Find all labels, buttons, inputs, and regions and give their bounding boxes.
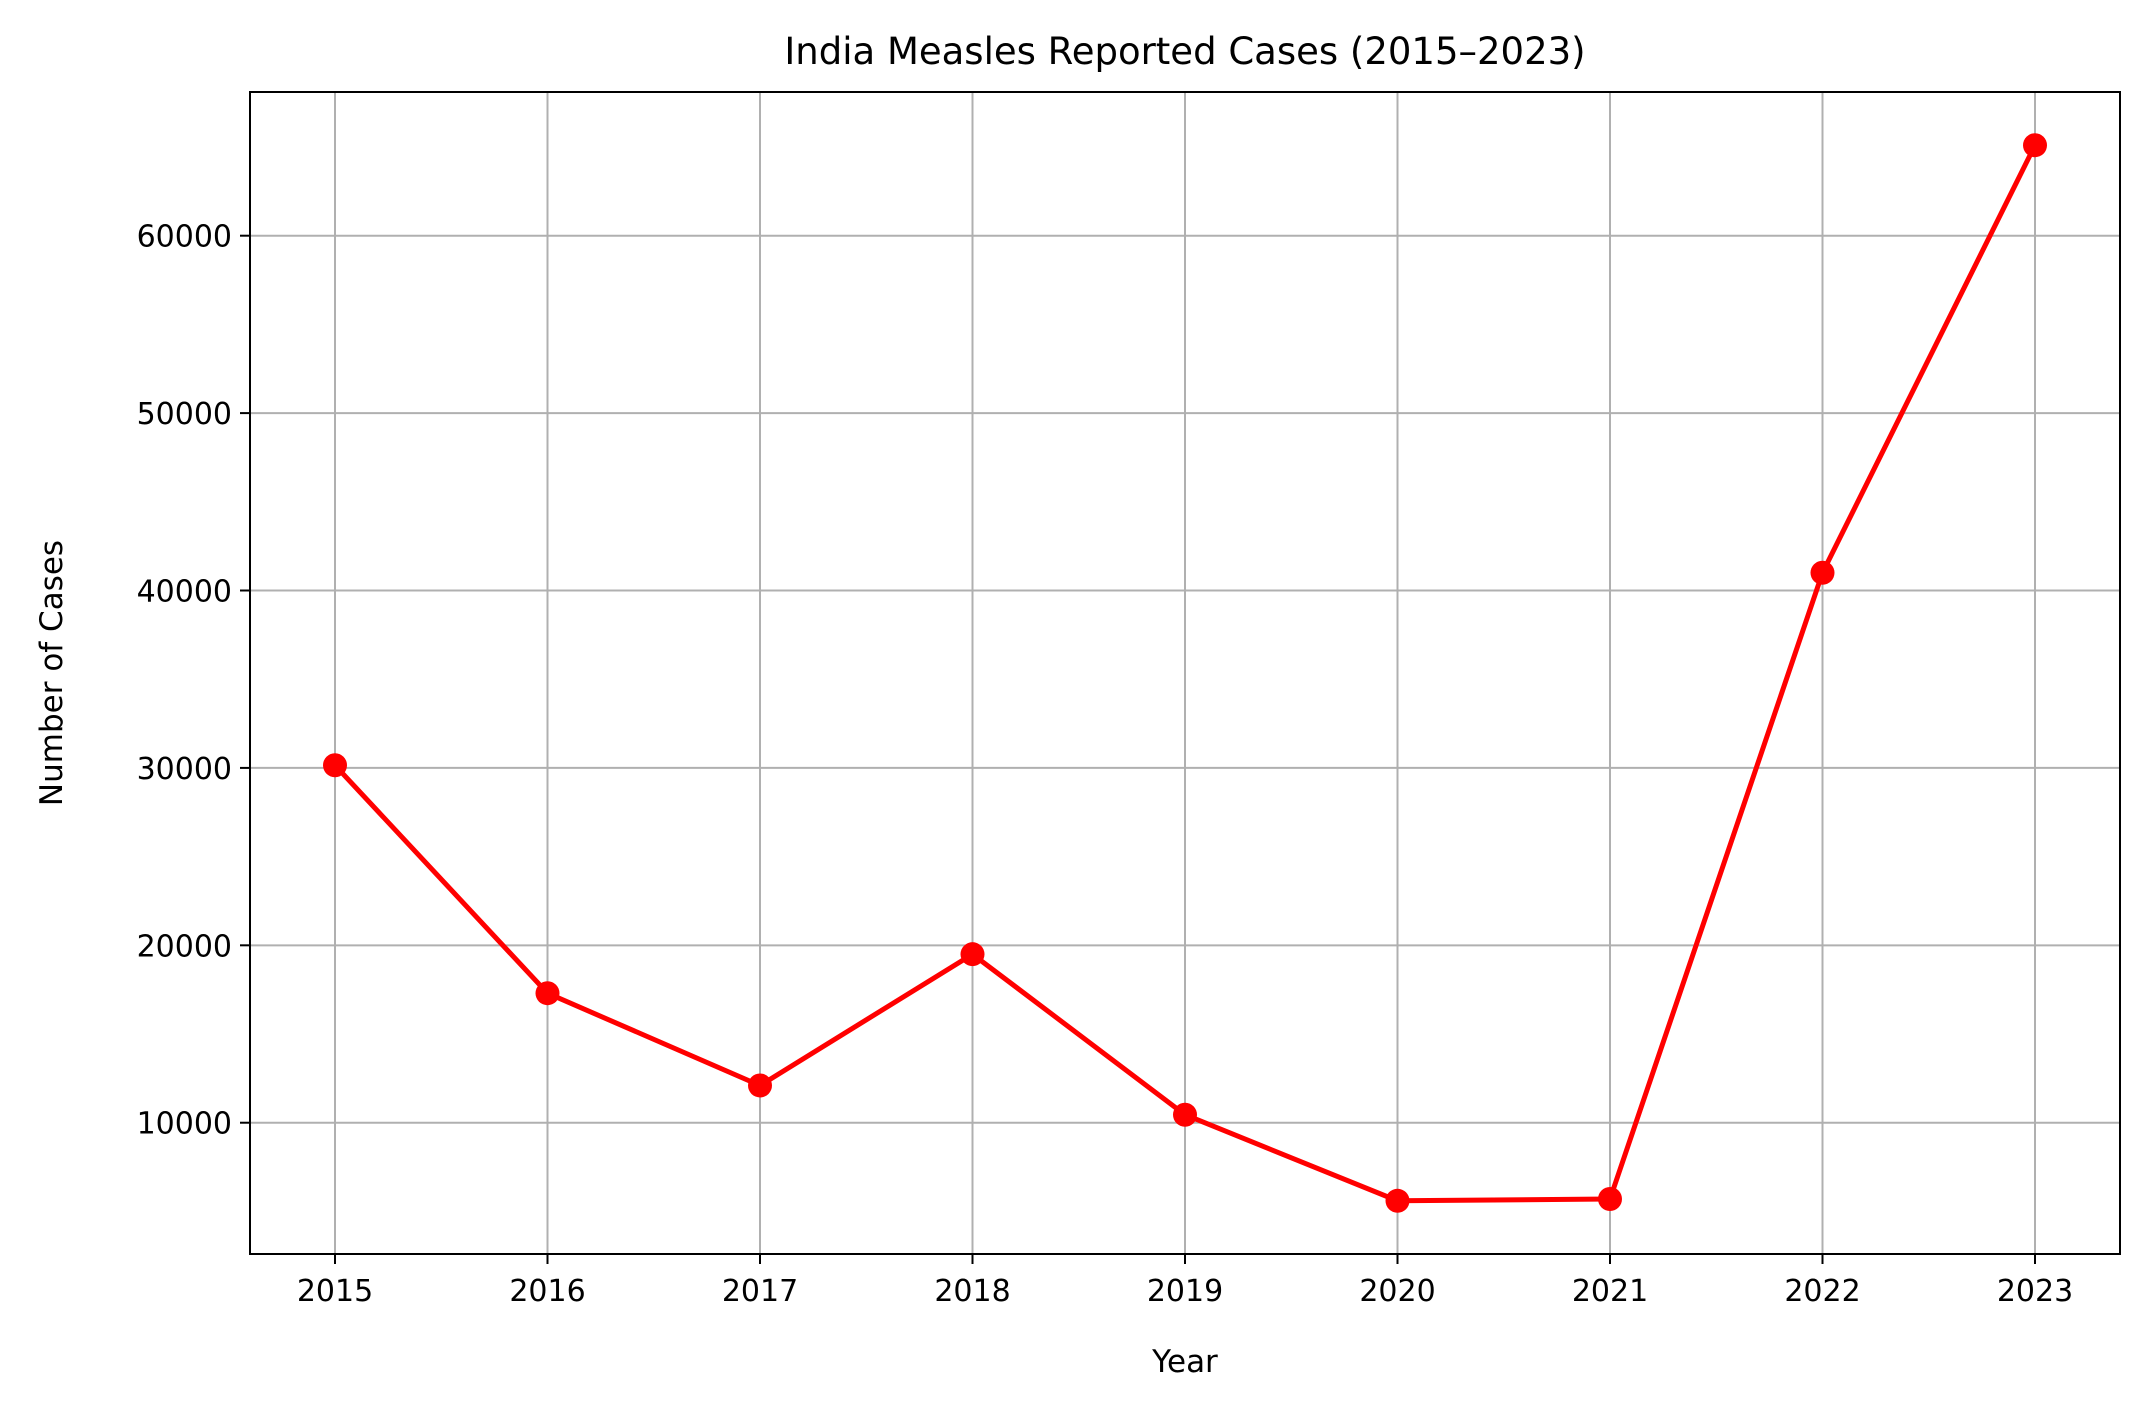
- data-point-marker: [323, 753, 347, 778]
- data-point-marker: [1598, 1187, 1622, 1212]
- y-tick-label: 60000: [137, 220, 232, 255]
- x-tick-label: 2015: [297, 1274, 373, 1309]
- chart-title: India Measles Reported Cases (2015–2023): [784, 30, 1585, 73]
- x-tick-label: 2017: [722, 1274, 798, 1309]
- x-tick-label: 2016: [509, 1274, 585, 1309]
- x-tick-label: 2022: [1784, 1274, 1860, 1309]
- axis-ticks: 2015 2016 2017 2018 2019 2020 2021 2022 2023 1000…: [137, 220, 2074, 1309]
- y-tick-label: 20000: [137, 929, 232, 964]
- grid-lines: [250, 92, 2120, 1254]
- y-axis-label: Number of Cases: [34, 540, 70, 806]
- x-tick-label: 2019: [1147, 1274, 1223, 1309]
- x-tick-label: 2018: [934, 1274, 1010, 1309]
- y-tick-label: 40000: [137, 575, 232, 610]
- x-tick-label: 2023: [1997, 1274, 2073, 1309]
- x-tick-label: 2020: [1359, 1274, 1435, 1309]
- y-tick-label: 30000: [137, 752, 232, 787]
- series-layer: [323, 133, 2047, 1213]
- data-point-marker: [960, 942, 985, 967]
- data-point-marker: [535, 981, 560, 1006]
- y-tick-label: 10000: [137, 1107, 232, 1142]
- x-tick-label: 2021: [1572, 1274, 1648, 1309]
- data-point-marker: [1173, 1102, 1197, 1127]
- data-point-marker: [748, 1073, 772, 1098]
- data-point-marker: [1385, 1188, 1410, 1213]
- y-tick-label: 50000: [137, 397, 232, 432]
- data-point-marker: [1810, 560, 1835, 585]
- data-point-marker: [2023, 133, 2047, 158]
- x-axis-label: Year: [1151, 1344, 1218, 1380]
